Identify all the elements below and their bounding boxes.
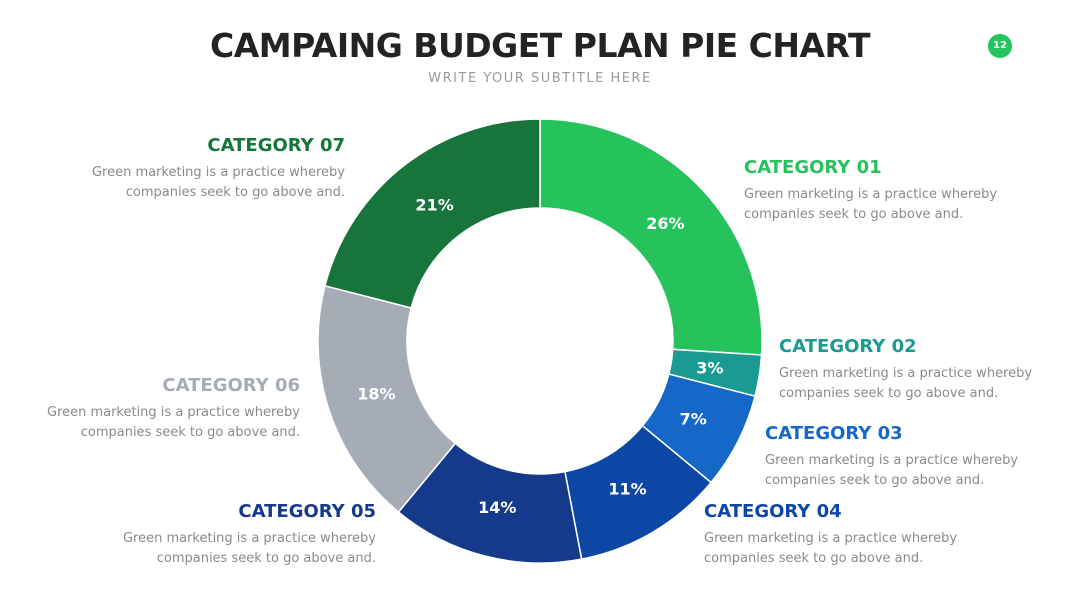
slice-value-label-02: 3% <box>696 358 723 377</box>
donut-slice-labels: 26% 3% 7% 11% 14% 18% 21% <box>357 196 723 518</box>
category-05-desc-line-1: Green marketing is a practice whereby <box>122 531 376 546</box>
slice-value-label-04: 11% <box>608 480 646 499</box>
category-06-desc-line-2: companies seek to go above and. <box>80 425 300 440</box>
category-07-description: Green marketing is a practice whereby co… <box>45 163 345 203</box>
category-03-desc-line-1: Green marketing is a practice whereby <box>765 453 1019 468</box>
category-04-block: CATEGORY 04 Green marketing is a practic… <box>704 501 1004 569</box>
category-07-desc-line-2: companies seek to go above and. <box>125 185 345 200</box>
category-07-title: CATEGORY 07 <box>207 135 345 156</box>
donut-slice-01 <box>539 118 763 356</box>
category-01-desc-line-1: Green marketing is a practice whereby <box>744 187 998 202</box>
donut-slice-06 <box>317 284 457 514</box>
category-06-desc-line-1: Green marketing is a practice whereby <box>46 405 300 420</box>
category-04-description: Green marketing is a practice whereby co… <box>704 529 1004 569</box>
slice-value-label-06: 18% <box>357 385 395 404</box>
category-04-title: CATEGORY 04 <box>704 501 842 522</box>
page-title: CAMPAING BUDGET PLAN PIE CHART <box>210 26 870 65</box>
page-subtitle: WRITE YOUR SUBTITLE HERE <box>428 71 652 86</box>
category-01-block: CATEGORY 01 Green marketing is a practic… <box>744 157 1044 225</box>
category-03-description: Green marketing is a practice whereby co… <box>765 451 1065 491</box>
category-01-description: Green marketing is a practice whereby co… <box>744 185 1044 225</box>
category-02-title: CATEGORY 02 <box>779 336 917 357</box>
category-02-description: Green marketing is a practice whereby co… <box>779 364 1079 404</box>
category-02-desc-line-1: Green marketing is a practice whereby <box>779 366 1033 381</box>
category-07-block: CATEGORY 07 Green marketing is a practic… <box>45 135 345 203</box>
category-05-block: CATEGORY 05 Green marketing is a practic… <box>76 501 376 569</box>
category-05-desc-line-2: companies seek to go above and. <box>156 551 376 566</box>
category-06-block: CATEGORY 06 Green marketing is a practic… <box>0 375 300 443</box>
category-06-title: CATEGORY 06 <box>162 375 300 396</box>
category-06-description: Green marketing is a practice whereby co… <box>0 403 300 443</box>
category-05-title: CATEGORY 05 <box>238 501 376 522</box>
donut-slices <box>317 118 763 564</box>
category-01-title: CATEGORY 01 <box>744 157 882 178</box>
category-05-description: Green marketing is a practice whereby co… <box>76 529 376 569</box>
donut-slice-07 <box>324 118 541 309</box>
slice-value-label-07: 21% <box>415 196 453 215</box>
category-02-desc-line-2: companies seek to go above and. <box>779 386 999 401</box>
category-04-desc-line-2: companies seek to go above and. <box>704 551 924 566</box>
slice-value-label-01: 26% <box>646 214 684 233</box>
category-01-desc-line-2: companies seek to go above and. <box>744 207 964 222</box>
category-03-desc-line-2: companies seek to go above and. <box>765 473 985 488</box>
page-number-badge: 12 <box>988 34 1012 58</box>
category-04-desc-line-1: Green marketing is a practice whereby <box>704 531 958 546</box>
category-03-title: CATEGORY 03 <box>765 423 903 444</box>
category-03-block: CATEGORY 03 Green marketing is a practic… <box>765 423 1065 491</box>
slice-value-label-05: 14% <box>478 498 516 517</box>
slice-value-label-03: 7% <box>680 410 707 429</box>
category-07-desc-line-1: Green marketing is a practice whereby <box>91 165 345 180</box>
category-02-block: CATEGORY 02 Green marketing is a practic… <box>779 336 1079 404</box>
